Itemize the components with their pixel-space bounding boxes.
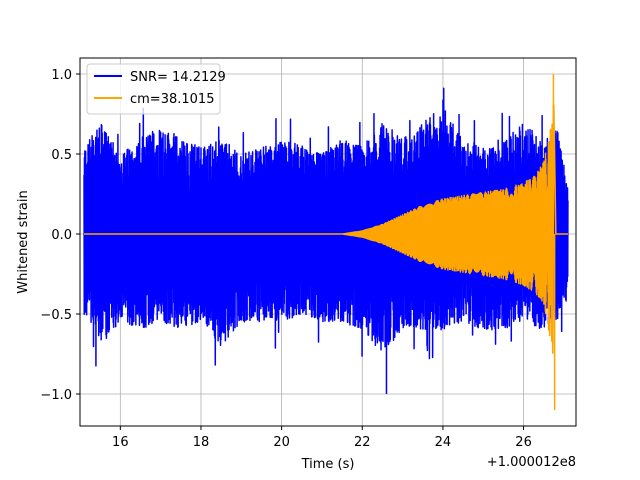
y-tick-label: −0.5 (40, 308, 72, 323)
y-tick-label: −1.0 (40, 388, 72, 403)
series-line-cm (83, 74, 569, 410)
plot-frame (79, 57, 577, 427)
x-tick-label: 26 (515, 435, 532, 450)
x-axis: 16 18 20 22 24 26 (112, 426, 532, 450)
y-axis-label: Whitened strain (16, 190, 31, 293)
x-axis-label: Time (s) (301, 457, 355, 472)
series-line-snr (83, 87, 569, 394)
y-axis: −1.0 −0.5 0.0 0.5 1.0 (40, 68, 80, 403)
x-offset-label: +1.000012e8 (487, 455, 576, 470)
legend-label-cm: cm=38.1015 (130, 92, 214, 107)
x-tick-label: 22 (354, 435, 371, 450)
x-tick-label: 20 (273, 435, 290, 450)
x-tick-label: 16 (112, 435, 129, 450)
y-tick-label: 1.0 (51, 68, 72, 83)
legend: SNR= 14.2129 cm=38.1015 (86, 63, 226, 115)
x-tick-label: 24 (435, 435, 452, 450)
legend-label-snr: SNR= 14.2129 (130, 70, 226, 85)
series-layer (83, 74, 569, 410)
x-tick-label: 18 (193, 435, 210, 450)
y-tick-label: 0.5 (51, 148, 72, 163)
y-tick-label: 0.0 (51, 228, 72, 243)
